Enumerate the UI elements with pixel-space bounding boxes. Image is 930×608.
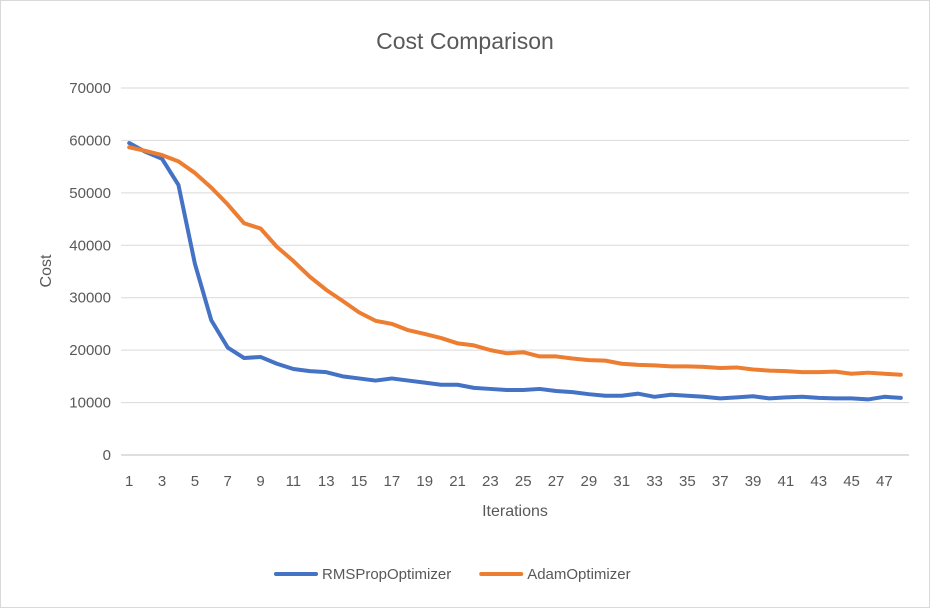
x-tick-label: 23 <box>482 473 499 490</box>
y-tick-label: 10000 <box>69 395 111 412</box>
y-tick-label: 30000 <box>69 290 111 307</box>
x-tick-label: 25 <box>515 473 532 490</box>
x-tick-label: 21 <box>449 473 466 490</box>
x-tick-label: 37 <box>712 473 729 490</box>
x-tick-label: 29 <box>581 473 598 490</box>
x-tick-label: 19 <box>416 473 433 490</box>
y-tick-label: 50000 <box>69 185 111 202</box>
x-tick-label: 7 <box>224 473 232 490</box>
series-line-adamoptimizer <box>127 145 903 377</box>
x-axis-ticks: 1 3 5 7 9 11 13 15 17 19 21 23 25 27 29 31 33 35 37 39 41 43 4… <box>125 473 893 490</box>
y-tick-label: 60000 <box>69 132 111 149</box>
chart-title: Cost Comparison <box>376 28 554 54</box>
y-tick-label: 70000 <box>69 80 111 97</box>
legend-label: AdamOptimizer <box>527 566 630 583</box>
x-tick-label: 27 <box>548 473 565 490</box>
legend: RMSPropOptimizer AdamOptimizer <box>274 566 631 583</box>
x-tick-label: 47 <box>876 473 893 490</box>
x-tick-label: 15 <box>351 473 368 490</box>
x-tick-label: 13 <box>318 473 335 490</box>
y-tick-label: 20000 <box>69 342 111 359</box>
x-tick-label: 17 <box>384 473 401 490</box>
gridlines <box>121 87 909 456</box>
x-tick-label: 9 <box>256 473 264 490</box>
x-tick-label: 39 <box>745 473 762 490</box>
y-tick-label: 0 <box>103 447 111 464</box>
x-axis-label: Iterations <box>482 503 548 520</box>
x-tick-label: 5 <box>191 473 199 490</box>
x-tick-label: 11 <box>286 473 302 490</box>
x-tick-label: 41 <box>778 473 795 490</box>
y-axis-ticks: 0 10000 20000 30000 40000 50000 60000 70000 <box>69 80 111 464</box>
series-line-rmspropoptimizer <box>127 141 903 402</box>
x-tick-label: 3 <box>158 473 166 490</box>
y-tick-label: 40000 <box>69 237 111 254</box>
x-tick-label: 1 <box>125 473 133 490</box>
x-tick-label: 43 <box>810 473 827 490</box>
x-tick-label: 33 <box>646 473 663 490</box>
x-tick-label: 45 <box>843 473 860 490</box>
x-tick-label: 31 <box>613 473 630 490</box>
series-lines <box>127 141 903 402</box>
y-axis-label: Cost <box>38 254 55 287</box>
x-tick-label: 35 <box>679 473 696 490</box>
legend-label: RMSPropOptimizer <box>322 566 451 583</box>
